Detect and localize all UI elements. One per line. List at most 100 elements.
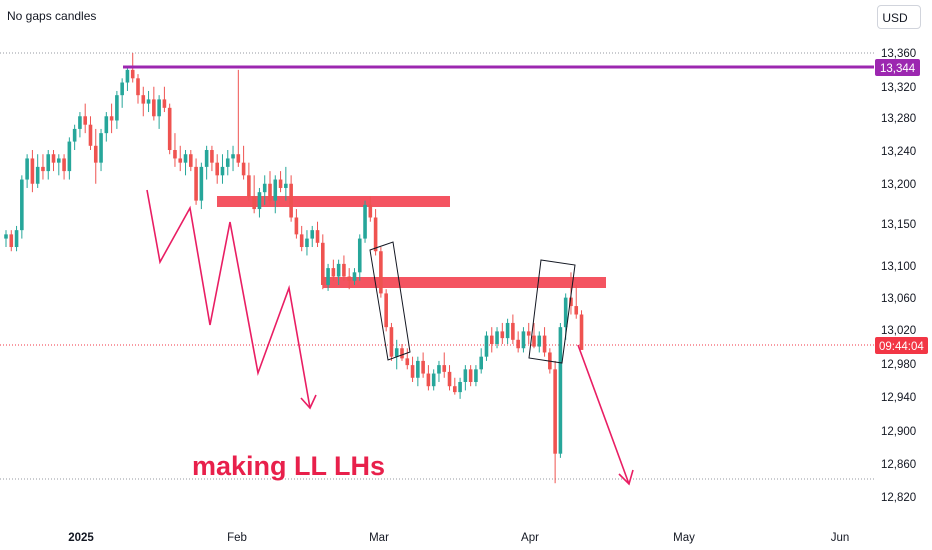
- candle-down: [289, 183, 293, 218]
- x-tick-label: Jun: [831, 532, 850, 544]
- candle-down: [410, 365, 415, 378]
- candle-down: [136, 78, 140, 96]
- candle-down: [347, 276, 351, 281]
- currency-button[interactable]: USD: [877, 5, 921, 29]
- x-tick-label: May: [673, 532, 695, 544]
- candle-up: [474, 369, 478, 382]
- level-badge-bg: [875, 59, 920, 76]
- candle-up: [495, 331, 499, 345]
- candle-down: [516, 339, 520, 349]
- resistance-zone-upper: [217, 196, 450, 207]
- candle-down: [579, 314, 584, 350]
- candle-up: [120, 82, 124, 96]
- candle-down: [194, 166, 198, 201]
- candle-down: [130, 69, 135, 79]
- x-axis: 2025 Feb Mar Apr May Jun: [68, 532, 849, 544]
- y-tick-label: 13,320: [881, 82, 916, 94]
- candle-down: [421, 360, 425, 374]
- candle-up: [484, 335, 489, 357]
- candle-up: [326, 268, 330, 285]
- candle-up: [479, 356, 483, 370]
- candle-down: [152, 99, 156, 117]
- candle-down: [315, 230, 320, 243]
- candle-up: [558, 327, 563, 454]
- y-tick-label: 12,820: [881, 492, 916, 504]
- candle-down: [268, 183, 272, 201]
- down-arrow-line: [577, 344, 630, 485]
- candle-up: [563, 297, 568, 328]
- candle-down: [426, 373, 431, 387]
- candle-down: [468, 369, 473, 382]
- candle-down: [442, 365, 447, 372]
- candle-down: [453, 386, 457, 393]
- candle-up: [273, 179, 278, 201]
- zigzag-arrowhead: [300, 394, 317, 410]
- candle-up: [225, 158, 230, 167]
- candle-up: [146, 99, 151, 104]
- candle-down: [489, 335, 494, 345]
- candle-up: [20, 179, 24, 231]
- candle-down: [62, 158, 66, 172]
- candle-up: [505, 322, 510, 339]
- countdown-badge-bg: [875, 337, 928, 354]
- candle-down: [83, 116, 87, 125]
- candle-up: [99, 133, 103, 163]
- x-tick-label: Feb: [227, 532, 247, 544]
- candle-up: [305, 238, 309, 248]
- candle-up: [416, 360, 420, 378]
- candle-down: [342, 263, 346, 277]
- y-tick-label: 12,860: [881, 459, 916, 471]
- down-arrow-head: [618, 469, 634, 486]
- y-axis: 13,360 13,320 13,280 13,240 13,200 13,150 13,1…: [881, 48, 916, 504]
- y-tick-label: 13,200: [881, 179, 916, 191]
- candle-down: [252, 196, 256, 210]
- candle-down: [405, 358, 410, 366]
- candle-down: [30, 158, 35, 184]
- candle-down: [236, 154, 241, 163]
- candle-down: [241, 162, 246, 176]
- candle-up: [57, 158, 61, 163]
- x-tick-label: 2025: [68, 532, 94, 544]
- candle-down: [574, 306, 579, 315]
- annotation-text: making LL LHs: [192, 451, 385, 481]
- candle-down: [9, 234, 14, 248]
- candle-down: [294, 217, 299, 235]
- candle-down: [526, 331, 531, 336]
- x-tick-label: Apr: [521, 532, 539, 544]
- candle-up: [35, 166, 40, 184]
- candle-up: [125, 69, 130, 83]
- candle-up: [199, 166, 204, 201]
- candle-up: [537, 335, 542, 347]
- candle-down: [215, 162, 219, 176]
- candle-down: [41, 166, 45, 172]
- candle-down: [500, 331, 505, 339]
- candle-down: [93, 145, 98, 163]
- candle-up: [78, 116, 82, 129]
- candle-down: [247, 175, 251, 197]
- candle-up: [363, 204, 367, 239]
- candle-up: [4, 234, 8, 239]
- candle-up: [521, 331, 526, 349]
- candle-down: [379, 251, 383, 294]
- candle-up: [25, 158, 29, 180]
- candle-up: [394, 348, 399, 357]
- resistance-zone-lower: [323, 277, 606, 288]
- candle-down: [141, 95, 146, 104]
- y-tick-label: 13,360: [881, 48, 916, 60]
- gaps-label: No gaps candles: [7, 9, 97, 23]
- pattern-box-right: [528, 259, 576, 364]
- candle-up: [336, 263, 341, 277]
- y-tick-label: 13,060: [881, 293, 916, 305]
- y-tick-label: 13,150: [881, 219, 916, 231]
- candle-down: [400, 348, 404, 359]
- candle-down: [173, 150, 177, 159]
- zigzag-line: [146, 189, 311, 409]
- candle-up: [115, 95, 119, 121]
- candle-down: [167, 107, 172, 151]
- candle-down: [373, 217, 378, 252]
- candle-down: [321, 242, 325, 285]
- candle-up: [352, 272, 357, 281]
- y-tick-label: 13,100: [881, 261, 916, 273]
- candle-up: [437, 365, 441, 374]
